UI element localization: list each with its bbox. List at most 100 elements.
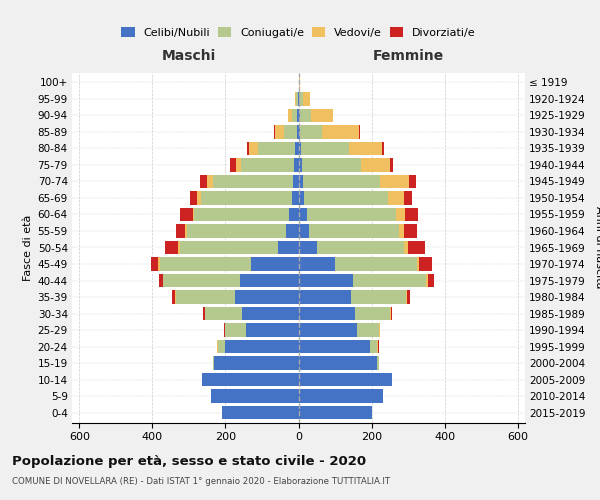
Bar (404, 240, 408, 254)
Bar (274, 125, 275, 138)
Bar (292, 191, 299, 204)
Bar (207, 174, 212, 188)
Bar (180, 240, 278, 254)
Bar (293, 174, 299, 188)
Bar (388, 191, 404, 204)
Bar (299, 108, 300, 122)
Bar (178, 240, 180, 254)
Bar (299, 390, 383, 403)
Bar (311, 108, 333, 122)
Bar (299, 76, 300, 89)
Bar (225, 324, 226, 337)
Bar (218, 340, 226, 353)
Bar (427, 274, 428, 287)
Bar (299, 240, 317, 254)
Bar (245, 324, 299, 337)
Bar (176, 224, 185, 238)
Bar (299, 290, 352, 304)
Bar (301, 142, 349, 155)
Bar (226, 340, 299, 353)
Bar (294, 158, 299, 172)
Bar (299, 324, 357, 337)
Bar (284, 125, 296, 138)
Bar (298, 108, 299, 122)
Bar (310, 224, 399, 238)
Bar (286, 224, 299, 238)
Bar (380, 174, 409, 188)
Bar (200, 174, 207, 188)
Bar (299, 125, 301, 138)
Bar (349, 142, 382, 155)
Bar (187, 224, 286, 238)
Bar (399, 224, 404, 238)
Bar (299, 92, 303, 106)
Bar (163, 274, 240, 287)
Bar (296, 92, 298, 106)
Bar (240, 274, 299, 287)
Bar (212, 174, 293, 188)
Bar (361, 158, 390, 172)
Bar (317, 240, 404, 254)
Bar (390, 307, 391, 320)
Bar (299, 174, 303, 188)
Bar (185, 224, 187, 238)
Bar (151, 257, 158, 271)
Bar (295, 142, 299, 155)
Bar (299, 307, 355, 320)
Bar (404, 224, 417, 238)
Bar (176, 290, 235, 304)
Bar (307, 208, 396, 221)
Bar (203, 307, 205, 320)
Y-axis label: Anni di nascita: Anni di nascita (594, 206, 600, 289)
Bar (222, 406, 299, 419)
Bar (299, 340, 370, 353)
Bar (408, 240, 425, 254)
Bar (302, 158, 361, 172)
Bar (299, 373, 392, 386)
Bar (406, 290, 407, 304)
Bar (224, 324, 225, 337)
Bar (205, 307, 242, 320)
Bar (299, 224, 310, 238)
Bar (190, 191, 197, 204)
Bar (378, 340, 379, 353)
Bar (247, 142, 249, 155)
Bar (159, 274, 163, 287)
Bar (322, 125, 359, 138)
Bar (241, 158, 294, 172)
Bar (390, 158, 394, 172)
Bar (200, 191, 292, 204)
Bar (407, 290, 410, 304)
Bar (299, 158, 302, 172)
Bar (428, 274, 434, 287)
Bar (409, 174, 416, 188)
Bar (165, 240, 178, 254)
Text: Femmine: Femmine (373, 48, 444, 62)
Bar (299, 257, 335, 271)
Bar (194, 208, 289, 221)
Bar (242, 307, 299, 320)
Bar (379, 324, 380, 337)
Text: Maschi: Maschi (162, 48, 216, 62)
Bar (382, 142, 383, 155)
Bar (172, 290, 175, 304)
Bar (370, 340, 377, 353)
Bar (217, 340, 218, 353)
Bar (300, 108, 311, 122)
Bar (299, 406, 371, 419)
Bar (226, 324, 245, 337)
Bar (160, 257, 251, 271)
Bar (180, 208, 193, 221)
Bar (353, 274, 427, 287)
Bar (251, 257, 299, 271)
Y-axis label: Fasce di età: Fasce di età (23, 214, 34, 280)
Bar (303, 92, 310, 106)
Bar (404, 191, 412, 204)
Bar (211, 390, 299, 403)
Bar (214, 356, 299, 370)
Bar (299, 142, 301, 155)
Bar (212, 356, 214, 370)
Text: Popolazione per età, sesso e stato civile - 2020: Popolazione per età, sesso e stato civil… (12, 455, 366, 468)
Bar (299, 191, 304, 204)
Bar (357, 324, 379, 337)
